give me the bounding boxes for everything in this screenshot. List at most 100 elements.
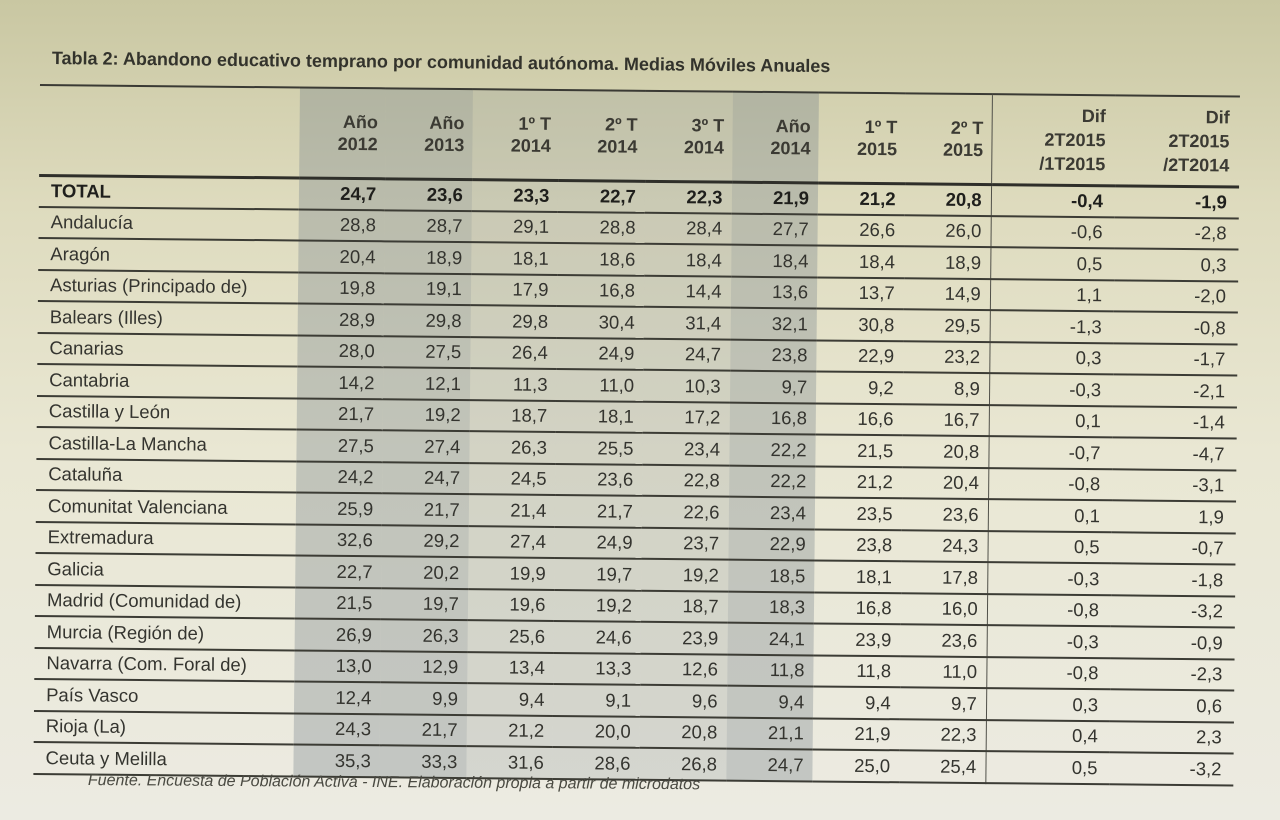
value-cell: 23,4	[642, 432, 730, 466]
value-cell: 35,3	[293, 744, 380, 777]
value-cell: 17,8	[941, 566, 979, 588]
dif-cell: 0,3	[1200, 253, 1227, 276]
source-note: Fuente. Encuesta de Población Activa - I…	[87, 772, 701, 794]
value-cell: 20,4	[942, 471, 980, 494]
region-name: Navarra (Com. Foral de)	[46, 652, 248, 676]
region-name: Galicia	[47, 557, 105, 580]
dif-cell: 1,9	[1198, 505, 1225, 528]
value-cell: 29,1	[471, 210, 559, 243]
region-name: Cataluña	[48, 463, 123, 486]
value-cell: 13,6	[730, 276, 818, 309]
dif-cell: -2,1	[1193, 379, 1226, 402]
region-name: Castilla-La Mancha	[48, 431, 208, 455]
value-cell: 19,2	[641, 558, 728, 592]
value-cell: 18,9	[944, 251, 982, 273]
value-cell: 20,4	[297, 240, 385, 273]
region-name: TOTAL	[50, 180, 112, 202]
dif-cell: -2,0	[1194, 285, 1227, 307]
region-name: Castilla y León	[48, 400, 171, 423]
value-cell: 24,7	[725, 748, 813, 781]
value-cell: 9,4	[864, 691, 891, 713]
value-cell: 23,6	[942, 503, 979, 525]
value-cell: 18,4	[644, 243, 732, 277]
col-header: 1º T 2015	[818, 92, 906, 184]
value-cell: 18,1	[855, 565, 893, 587]
value-cell: 11,0	[556, 368, 644, 402]
value-cell: 16,0	[941, 597, 978, 620]
value-cell: 24,9	[554, 526, 642, 559]
value-cell: 21,1	[726, 717, 814, 750]
value-cell: 28,7	[384, 209, 472, 243]
value-cell: 25,9	[295, 492, 383, 525]
value-cell: 27,4	[468, 525, 556, 558]
header-blank	[39, 84, 300, 178]
value-cell: 16,8	[855, 597, 892, 619]
region-name: Cantabria	[49, 368, 130, 391]
value-cell: 24,9	[556, 337, 644, 370]
region-name: Balears (Illes)	[49, 305, 163, 328]
value-cell: 25,5	[555, 431, 643, 465]
value-cell: 21,2	[859, 187, 896, 210]
dif-cell: -0,8	[1193, 316, 1226, 339]
dif-cell: 0,6	[1196, 694, 1223, 717]
dif-cell: -0,7	[988, 436, 1113, 469]
value-cell: 28,4	[644, 212, 732, 245]
value-cell: 19,8	[297, 271, 385, 305]
value-cell: 9,6	[639, 684, 727, 718]
dif-cell: -4,7	[1192, 442, 1225, 465]
value-cell: 13,4	[467, 651, 554, 684]
value-cell: 19,1	[384, 272, 472, 306]
data-table-container: Año 2012 Año 2013 1º T 2014 2º T 2014 3º T 20…	[33, 84, 1240, 785]
value-cell: 24,5	[468, 462, 556, 495]
value-cell: 21,2	[466, 714, 554, 747]
value-cell: 11,3	[469, 368, 557, 401]
dif-cell: -1,9	[1194, 191, 1228, 213]
value-cell: 32,6	[295, 523, 383, 557]
region-name: Extremadura	[47, 526, 154, 549]
value-cell: 14,4	[643, 275, 731, 308]
value-cell: 28,9	[297, 303, 385, 336]
region-name: Andalucía	[50, 211, 134, 234]
value-cell: 22,8	[642, 464, 729, 497]
dif-cell: 0,3	[986, 688, 1111, 721]
dif-cell: -0,3	[986, 625, 1111, 658]
value-cell: 26,3	[380, 619, 468, 652]
value-cell: 9,1	[553, 683, 641, 717]
value-cell: 18,6	[557, 242, 645, 276]
dif-cell: -3,2	[1189, 757, 1222, 780]
dif-cell: -0,9	[1190, 631, 1223, 654]
value-cell: 21,7	[296, 397, 384, 431]
value-cell: 21,7	[379, 713, 467, 747]
value-cell: 16,6	[857, 408, 894, 430]
value-cell: 18,3	[727, 591, 815, 624]
value-cell: 31,6	[466, 746, 554, 779]
value-cell: 12,6	[640, 653, 728, 686]
value-cell: 14,9	[944, 282, 981, 305]
value-cell: 28,0	[297, 334, 384, 368]
value-cell: 10,3	[642, 369, 730, 403]
value-cell: 28,8	[298, 208, 386, 242]
col-header: 3º T 2014	[645, 90, 733, 182]
value-cell: 17,9	[470, 273, 558, 306]
value-cell: 22,9	[727, 528, 815, 561]
dif-cell: -1,8	[1191, 568, 1224, 591]
value-cell: 25,4	[940, 755, 977, 777]
region-name: País Vasco	[46, 683, 139, 706]
value-cell: 21,7	[382, 493, 469, 526]
value-cell: 16,7	[943, 408, 980, 431]
dif-cell: 0,1	[988, 404, 1113, 438]
dif-cell: 0,5	[985, 751, 1110, 784]
value-cell: 33,3	[379, 745, 467, 778]
value-cell: 25,0	[854, 754, 891, 776]
value-cell: 26,6	[859, 219, 896, 241]
value-cell: 16,8	[729, 402, 817, 435]
dif-cell: -0,7	[1191, 537, 1224, 559]
value-cell: 23,5	[856, 502, 893, 524]
value-cell: 19,6	[467, 588, 555, 621]
dif-cell: -0,3	[987, 562, 1112, 595]
dif-cell: -0,6	[990, 215, 1115, 249]
dif-cell: 2,3	[1195, 726, 1222, 748]
value-cell: 11,0	[942, 660, 978, 683]
value-cell: 26,0	[945, 219, 982, 242]
value-cell: 11,8	[726, 654, 814, 687]
